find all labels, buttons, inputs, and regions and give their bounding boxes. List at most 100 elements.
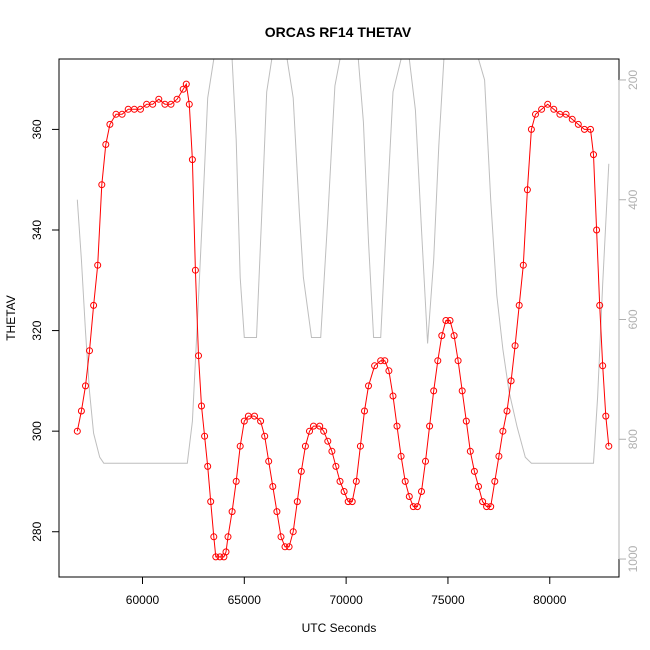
data-point <box>599 362 607 370</box>
x-tick-label: 75000 <box>431 593 465 607</box>
data-point <box>361 407 368 415</box>
data-point <box>261 432 269 440</box>
data-point <box>198 402 205 410</box>
data-point <box>356 442 364 450</box>
data-point <box>405 493 413 500</box>
data-point <box>487 503 495 511</box>
data-point <box>466 447 474 455</box>
data-point <box>285 543 293 551</box>
data-point <box>201 432 209 440</box>
data-point <box>281 543 289 551</box>
x-axis: 60000 65000 70000 75000 80000 <box>126 576 567 607</box>
data-point <box>73 427 81 435</box>
data-point <box>544 100 552 108</box>
data-point <box>188 156 196 164</box>
data-point <box>389 392 397 400</box>
data-point <box>385 367 393 375</box>
data-point <box>454 357 462 365</box>
data-point <box>98 181 106 189</box>
data-point <box>102 141 110 148</box>
primary-series <box>73 80 613 561</box>
data-point <box>228 508 236 516</box>
data-point <box>596 301 604 309</box>
data-point <box>413 503 421 511</box>
data-point <box>532 110 539 118</box>
data-point <box>550 105 558 113</box>
y2-tick-label: 600 <box>626 309 640 329</box>
data-point <box>222 548 230 556</box>
data-point <box>470 467 478 475</box>
x-tick-label: 70000 <box>329 593 363 607</box>
x-axis-label: UTC Seconds <box>302 621 377 635</box>
data-point <box>446 317 454 324</box>
data-point <box>574 120 582 128</box>
data-point <box>381 357 389 365</box>
data-point <box>173 95 181 103</box>
data-point <box>155 95 163 103</box>
data-point <box>273 508 281 516</box>
data-point <box>515 301 523 309</box>
data-point <box>232 477 240 485</box>
data-point <box>301 442 309 450</box>
data-point <box>483 503 491 511</box>
data-point <box>240 417 248 425</box>
data-point <box>77 407 85 415</box>
y2-tick-label: 800 <box>626 429 640 449</box>
data-point <box>257 417 265 425</box>
data-point <box>568 115 576 123</box>
data-point <box>344 498 352 506</box>
data-point <box>495 452 503 460</box>
data-point <box>289 528 297 536</box>
data-point <box>593 226 601 234</box>
y-tick-label: 360 <box>30 119 44 139</box>
data-point <box>204 462 212 470</box>
data-point <box>523 186 531 194</box>
data-point <box>324 437 332 445</box>
data-point <box>210 533 218 541</box>
data-point <box>434 357 442 365</box>
y2-tick-label: 1000 <box>626 545 640 572</box>
data-point <box>605 442 613 450</box>
data-point <box>397 452 405 460</box>
data-point <box>251 412 258 420</box>
data-point <box>340 488 348 495</box>
y-axis-label: THETAV <box>4 295 18 341</box>
x-tick-label: 80000 <box>533 593 567 607</box>
data-point <box>409 503 417 511</box>
y-tick-label: 320 <box>30 320 44 340</box>
data-point <box>393 422 401 430</box>
data-point <box>527 125 535 133</box>
data-point <box>519 261 527 269</box>
data-point <box>479 498 487 506</box>
y-axis-left: 280 300 320 340 360 <box>30 119 60 542</box>
data-point <box>149 100 157 108</box>
data-point <box>422 457 429 465</box>
data-point <box>182 80 190 88</box>
data-point <box>306 427 313 435</box>
data-point <box>277 533 285 541</box>
data-point <box>332 462 340 470</box>
data-point <box>511 342 519 350</box>
data-point <box>458 387 466 395</box>
y-tick-label: 280 <box>30 521 44 541</box>
data-point <box>491 477 499 485</box>
data-point <box>90 301 98 309</box>
data-point <box>191 266 199 274</box>
data-point <box>365 382 372 390</box>
data-point <box>587 125 594 133</box>
data-point <box>438 332 446 340</box>
y2-tick-label: 400 <box>626 189 640 209</box>
data-point <box>562 110 570 118</box>
data-point <box>224 533 232 541</box>
data-point <box>348 498 356 506</box>
x-tick-label: 65000 <box>228 593 262 607</box>
data-point <box>86 347 93 355</box>
data-point <box>207 498 215 506</box>
data-point <box>106 120 114 128</box>
data-point <box>418 488 425 495</box>
data-point <box>503 407 511 415</box>
y-axis-right: 200 400 600 800 1000 <box>618 70 640 572</box>
data-point <box>167 100 175 108</box>
data-point <box>602 412 610 420</box>
data-point <box>430 387 438 395</box>
